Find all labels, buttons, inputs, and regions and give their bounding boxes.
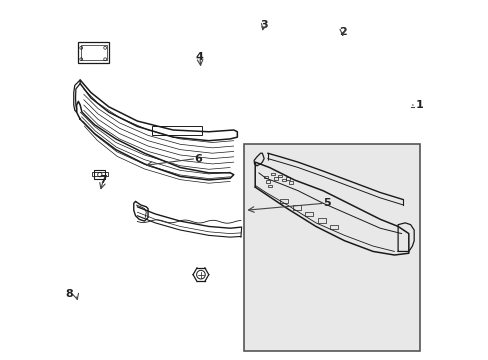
Bar xyxy=(292,205,300,210)
Bar xyxy=(285,177,290,180)
Bar xyxy=(265,180,269,183)
Bar xyxy=(280,199,287,203)
Text: 3: 3 xyxy=(260,19,267,30)
Text: 4: 4 xyxy=(196,52,203,62)
Bar xyxy=(267,185,271,187)
Bar xyxy=(329,225,337,229)
Bar xyxy=(271,173,275,175)
Bar xyxy=(278,175,282,177)
Text: 6: 6 xyxy=(194,154,202,163)
Text: 2: 2 xyxy=(338,27,346,37)
Bar xyxy=(317,218,325,222)
Bar xyxy=(264,176,267,178)
Bar xyxy=(305,212,312,216)
Text: 7: 7 xyxy=(100,175,107,185)
Bar xyxy=(273,177,277,180)
Text: 8: 8 xyxy=(65,289,73,299)
Bar xyxy=(244,144,419,351)
Bar xyxy=(92,172,107,176)
Bar xyxy=(288,181,292,184)
Text: 1: 1 xyxy=(415,100,423,110)
Bar xyxy=(282,179,285,181)
Text: 5: 5 xyxy=(322,198,330,208)
Bar xyxy=(94,170,105,179)
